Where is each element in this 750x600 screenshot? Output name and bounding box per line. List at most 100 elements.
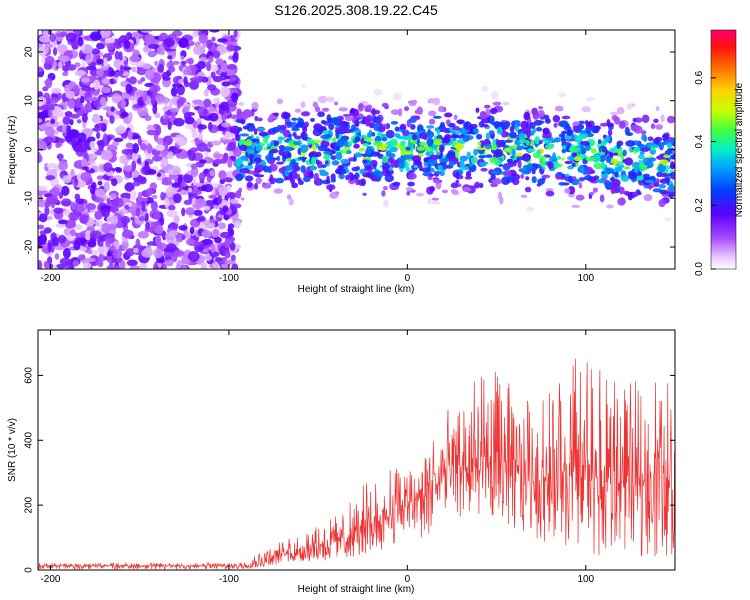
heatmap-cell (38, 234, 47, 245)
heatmap-cell (189, 226, 195, 235)
heatmap-cell (81, 113, 88, 123)
heatmap-cell (128, 111, 133, 122)
heatmap-cell (331, 116, 340, 125)
heatmap-cell (456, 119, 465, 124)
heatmap-cell (529, 122, 536, 129)
heatmap-cell (496, 139, 503, 148)
heatmap-cell (109, 193, 117, 200)
heatmap-cell (186, 163, 193, 168)
heatmap-cell (120, 111, 129, 118)
heatmap-cell (106, 144, 118, 152)
heatmap-cell (568, 192, 575, 198)
heatmap-cell (600, 122, 608, 127)
heatmap-cell (531, 176, 537, 184)
heatmap-cell (362, 159, 368, 164)
heatmap-cell (410, 115, 420, 119)
heatmap-cell (103, 57, 108, 67)
heatmap-cell (496, 126, 503, 135)
heatmap-cell (224, 250, 231, 259)
heatmap-cell (601, 171, 607, 175)
heatmap-cell (58, 153, 63, 162)
heatmap-cell (154, 144, 166, 152)
heatmap-cell (173, 215, 180, 224)
heatmap-cell (144, 69, 155, 80)
heatmap-cell (123, 60, 129, 67)
heatmap-cell (312, 128, 323, 137)
heatmap-cell (539, 139, 543, 145)
heatmap-cell (284, 121, 292, 127)
heatmap-cell (509, 125, 515, 133)
heatmap-cell (246, 122, 255, 127)
heatmap-cell (75, 97, 82, 109)
heatmap-cell (282, 150, 292, 159)
heatmap-cell (558, 92, 566, 98)
heatmap-cell (131, 134, 140, 140)
heatmap-cell (39, 213, 48, 223)
heatmap-cell (658, 142, 667, 146)
heatmap-cell (244, 175, 254, 182)
heatmap-cell (584, 126, 594, 132)
heatmap-cell (75, 198, 85, 205)
heatmap-cell (295, 124, 302, 129)
heatmap-cell (220, 139, 232, 144)
heatmap-cell (154, 112, 161, 119)
heatmap-cell (413, 164, 418, 169)
heatmap-cell (193, 45, 205, 56)
heatmap-cell (642, 157, 651, 166)
spectrogram-x-label: Height of straight line (km) (298, 284, 415, 295)
heatmap-cell (77, 254, 86, 261)
heatmap-cell (61, 123, 67, 133)
heatmap-cell (263, 165, 270, 173)
heatmap-cell (463, 121, 472, 130)
heatmap-cell (201, 229, 212, 238)
colorbar: 0.0 0.2 0.4 0.6 Normalized spectral amplitu… (694, 29, 745, 276)
heatmap-cell (253, 182, 259, 190)
heatmap-cell (584, 174, 593, 181)
heatmap-cell (219, 101, 229, 112)
heatmap-cell (275, 177, 285, 184)
heatmap-cell (39, 195, 44, 204)
heatmap-cell (170, 165, 182, 176)
heatmap-cell (55, 223, 65, 228)
heatmap-cell (111, 256, 123, 264)
heatmap-cell (630, 124, 640, 132)
heatmap-cell (358, 148, 366, 152)
heatmap-cell (406, 190, 411, 196)
heatmap-cell (81, 166, 89, 171)
heatmap-cell (203, 98, 212, 108)
heatmap-cell (164, 115, 170, 120)
heatmap-cell (221, 122, 231, 128)
heatmap-cell (74, 30, 81, 36)
heatmap-cell (203, 88, 209, 97)
heatmap-cell (256, 117, 263, 122)
heatmap-cell (378, 125, 386, 133)
heatmap-cell (254, 174, 265, 178)
heatmap-cell (590, 147, 597, 154)
heatmap-cell (43, 260, 50, 269)
heatmap-cell (561, 157, 565, 161)
heatmap-cell (94, 210, 103, 221)
heatmap-cell (240, 197, 245, 201)
heatmap-cell (212, 75, 223, 83)
heatmap-cell (242, 125, 250, 130)
heatmap-cell (263, 136, 269, 145)
heatmap-cell (525, 206, 535, 212)
heatmap-cell (101, 77, 110, 85)
x-tick-label: 0 (405, 574, 411, 585)
heatmap-cell (181, 103, 192, 108)
heatmap-cell (433, 138, 443, 143)
heatmap-cell (65, 32, 77, 43)
heatmap-cell (390, 120, 399, 125)
heatmap-cell (294, 108, 302, 113)
heatmap-cell (331, 160, 340, 166)
heatmap-cell (203, 108, 208, 115)
heatmap-cell (558, 133, 565, 138)
heatmap-cell (320, 120, 327, 125)
heatmap-cell (624, 126, 630, 135)
heatmap-cell (632, 117, 637, 123)
heatmap-cell (362, 153, 367, 157)
heatmap-cell (147, 50, 157, 58)
heatmap-cell (371, 107, 376, 117)
heatmap-cell (352, 155, 357, 162)
